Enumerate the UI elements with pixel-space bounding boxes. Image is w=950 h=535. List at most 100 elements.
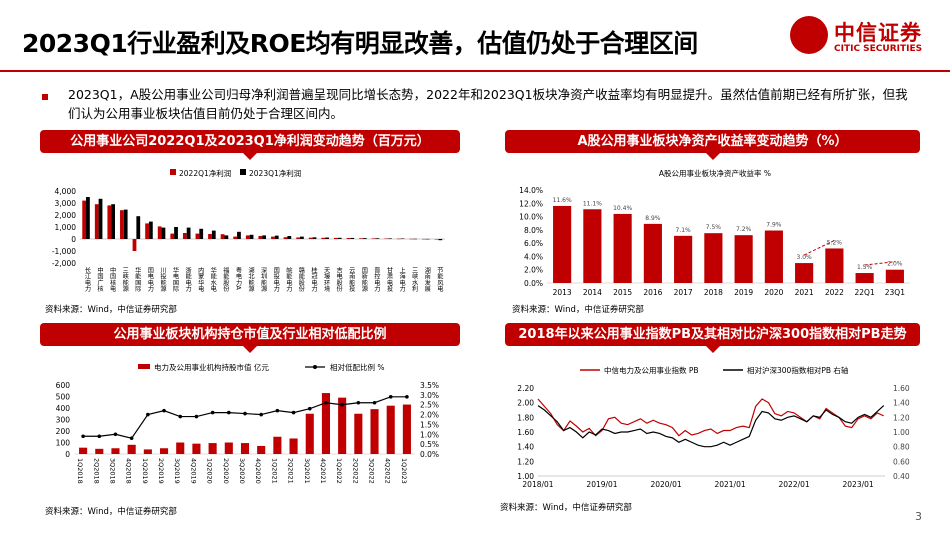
ratio-point <box>162 408 166 413</box>
x-tick-label: 皖能电力 <box>285 266 292 293</box>
roe-bar <box>674 235 693 283</box>
x-tick-label: 三峡能源 <box>121 267 128 293</box>
y-left-tick-label: 100 <box>56 439 71 448</box>
x-tick-label: 2020 <box>764 288 783 297</box>
ratio-point <box>275 408 280 413</box>
x-tick-label: 中国核电 <box>109 266 116 292</box>
y-tick-label: 2.0% <box>524 266 543 275</box>
bar-2023q1 <box>237 231 241 239</box>
bar-2022q1 <box>120 210 124 239</box>
source-note-1: 资料来源：Wind，中信证券研究部 <box>45 305 177 315</box>
relative-pb-line <box>537 405 885 448</box>
data-label: 8.9% <box>645 215 661 222</box>
y-right-tick-label: 1.0% <box>420 430 439 439</box>
data-label: 7.1% <box>676 227 692 234</box>
x-tick-label: 3Q2021 <box>303 458 311 484</box>
title-divider <box>0 70 950 72</box>
x-tick-label: 4Q2018 <box>125 458 133 484</box>
data-label: 7.2% <box>736 226 752 233</box>
ratio-point <box>259 412 263 417</box>
x-tick-label: 22Q1 <box>855 288 875 297</box>
x-tick-label: 桂冠电力 <box>310 266 317 293</box>
x-tick-label: 3Q2019 <box>173 458 181 484</box>
x-tick-label: 2021/01 <box>714 480 745 489</box>
x-tick-label: 浙能电力 <box>184 266 191 293</box>
y-tick-label: -1,000 <box>52 247 76 256</box>
bar-2022q1 <box>321 237 326 239</box>
x-tick-label: 2018 <box>704 288 723 297</box>
trend-arrow-2021-2022 <box>803 240 835 256</box>
bar-2023q1 <box>211 230 216 239</box>
x-tick-label: 2020/01 <box>650 480 681 489</box>
data-label: 10.4% <box>613 205 632 212</box>
y-left-tick-label: 1.80 <box>517 413 534 422</box>
x-tick-label: 2016 <box>643 288 662 297</box>
x-tick-label: 4Q2022 <box>384 458 392 484</box>
bar-2022q1 <box>359 238 363 239</box>
bar-2022q1 <box>233 236 238 239</box>
x-tick-label: 2022/01 <box>779 480 810 489</box>
holdings-bar <box>127 444 136 454</box>
data-label: 7.9% <box>766 222 782 229</box>
roe-bar <box>825 248 844 283</box>
x-tick-label: 湖北能源 <box>247 266 254 293</box>
ratio-point <box>356 400 361 405</box>
x-tick-label: 吉电股份 <box>335 267 342 293</box>
bullet-square-icon <box>42 94 48 100</box>
y-right-tick-label: 3.0% <box>420 391 439 400</box>
y-left-tick-label: 2.00 <box>517 399 534 408</box>
citic-logo: 中信证券 CITIC SECURITIES <box>790 14 930 60</box>
holdings-bar <box>240 443 250 454</box>
roe-bar <box>643 223 662 283</box>
ratio-point <box>81 434 85 439</box>
bar-2023q1 <box>337 237 342 239</box>
bar-2022q1 <box>145 223 149 239</box>
bar-2023q1 <box>86 197 90 239</box>
x-tick-label: 2022 <box>825 288 844 297</box>
bar-2023q1 <box>400 238 405 240</box>
y-left-tick-label: 0 <box>65 450 70 459</box>
x-tick-label: 甘肃电投 <box>385 266 392 293</box>
legend-label-holdings: 电力及公用事业机构持股市值 亿元 <box>154 362 269 372</box>
bar-2023q1 <box>300 236 304 239</box>
holdings-bar <box>95 448 104 454</box>
bar-2023q1 <box>224 235 229 239</box>
bar-2023q1 <box>413 238 418 240</box>
y-right-tick-label: 1.20 <box>893 413 910 422</box>
bar-2023q1 <box>111 204 115 239</box>
y-left-tick-label: 200 <box>56 427 71 436</box>
pb-chart: 中信电力及公用事业指数 PB 相对沪深300指数相对PB 右轴 2.20 2.00 1.… <box>517 365 910 489</box>
bar-2023q1 <box>161 227 166 239</box>
y-right-tick-label: 1.5% <box>420 420 439 429</box>
bar-2022q1 <box>333 237 338 239</box>
panel-header-roe: A股公用事业板块净资产收益率变动趋势（%） <box>505 130 920 160</box>
holdings-bar <box>321 393 330 454</box>
trend-arrow-22q1-23q1 <box>864 261 895 266</box>
roe-bar <box>855 273 874 283</box>
x-tick-label: 粤电力A <box>234 266 241 290</box>
bar-2022q1 <box>434 239 439 240</box>
bar-2022q1 <box>308 237 313 239</box>
y-tick-label: 10.0% <box>519 213 543 222</box>
bar-2022q1 <box>271 236 275 239</box>
holdings-bar <box>79 447 88 454</box>
bar-2023q1 <box>425 238 430 240</box>
ratio-point <box>97 434 102 439</box>
source-note-3: 资料来源：Wind，中信证券研究部 <box>45 507 177 517</box>
x-tick-label: 4Q2021 <box>319 458 327 484</box>
y-right-tick-label: 3.5% <box>420 381 439 390</box>
y-right-tick-label: 2.5% <box>420 401 439 410</box>
legend-label-2022q1: 2022Q1净利润 <box>179 168 231 178</box>
legend-label-ratio: 相对低配比例 % <box>330 362 385 372</box>
ratio-point <box>146 412 150 417</box>
data-label: 2.0% <box>887 261 903 268</box>
ratio-point <box>388 395 393 399</box>
ratio-point <box>340 402 344 407</box>
roe-bar <box>613 213 632 283</box>
x-tick-label: 福能股份 <box>222 266 229 293</box>
ratio-point <box>194 414 199 419</box>
legend-marker-ratio <box>313 365 317 369</box>
bar-2023q1 <box>123 209 128 239</box>
x-tick-label: 2Q2020 <box>222 458 230 484</box>
source-note-4: 资料来源：Wind，中信证券研究部 <box>500 503 632 513</box>
